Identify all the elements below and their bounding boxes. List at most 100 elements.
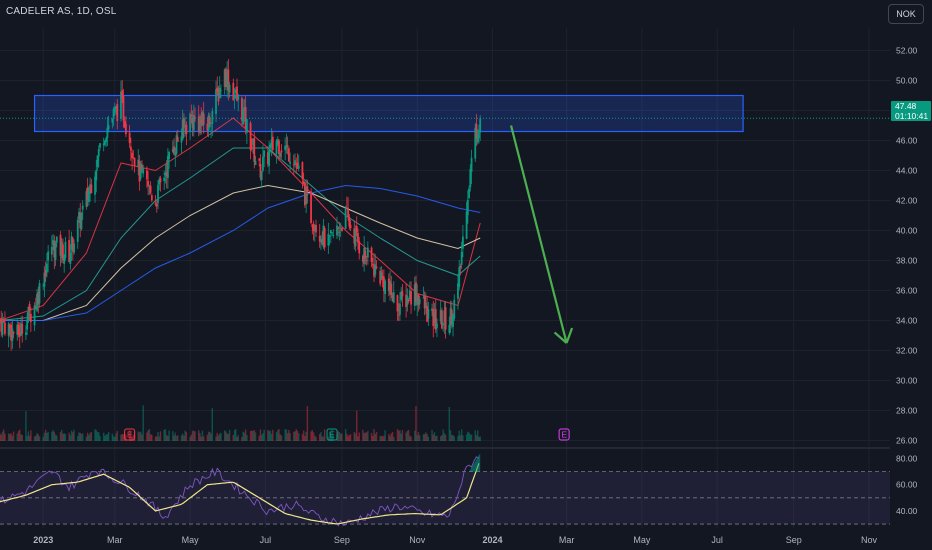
volume-bar (141, 434, 143, 441)
resistance-zone[interactable] (33, 94, 744, 133)
candle-body (441, 310, 443, 329)
volume-bars (0, 405, 481, 441)
volume-bar (296, 430, 299, 441)
candle-body (38, 283, 41, 304)
candle-body (244, 106, 247, 130)
candle-body (452, 315, 454, 327)
candle-body (476, 134, 479, 143)
candle-body (370, 247, 373, 262)
candle-body (262, 156, 264, 171)
candle-body (89, 184, 92, 194)
volume-bar (400, 433, 402, 441)
earnings-marker-label: E (561, 431, 566, 440)
candle-body (408, 290, 411, 300)
volume-bar (77, 435, 79, 441)
candle-body (338, 231, 341, 233)
currency-button[interactable]: NOK (888, 4, 924, 24)
candle-body (155, 203, 158, 207)
volume-bar (337, 431, 339, 441)
candle-body (422, 297, 425, 299)
volume-bar (106, 434, 109, 441)
candle-body (116, 104, 119, 122)
volume-bar (441, 435, 443, 441)
candle-body (29, 313, 32, 322)
volume-bar (223, 430, 226, 441)
time-tick-label: 2023 (33, 535, 53, 545)
candle-body (7, 323, 10, 336)
candle-body (133, 157, 136, 166)
volume-bar (304, 436, 306, 441)
volume-bar (206, 434, 209, 441)
candle-body (46, 263, 48, 273)
volume-bar (165, 434, 168, 441)
volume-bar (20, 434, 22, 441)
candle-body (175, 135, 178, 154)
volume-bar (396, 429, 399, 441)
candle-body (374, 264, 377, 275)
volume-bar (426, 434, 428, 441)
volume-bar (380, 435, 383, 441)
volume-bar (347, 436, 349, 441)
volume-bar (19, 429, 21, 441)
volume-bar (220, 432, 222, 441)
volume-bar (0, 434, 2, 441)
volume-bar (423, 434, 426, 441)
candle-body (434, 308, 437, 330)
candle-body (259, 164, 262, 178)
volume-bar (70, 430, 73, 441)
candle-body (320, 238, 322, 243)
volume-bar (410, 436, 412, 441)
earnings-marker (558, 428, 570, 441)
volume-bar (249, 430, 252, 441)
candle-body (79, 212, 82, 229)
volume-bar (284, 429, 286, 441)
candle-body (183, 118, 185, 127)
volume-bar (302, 430, 305, 441)
volume-bar (189, 436, 191, 441)
volume-bar (391, 431, 394, 441)
volume-bar (390, 433, 393, 441)
candle-body (242, 110, 245, 125)
candle-body (448, 324, 451, 333)
rsi-line (0, 463, 480, 525)
volume-bar (432, 434, 434, 441)
candle-body (296, 162, 299, 169)
candle-body (413, 284, 416, 306)
candle-body (423, 295, 426, 309)
candle-body (226, 72, 229, 88)
volume-bar (312, 432, 315, 441)
volume-bar (163, 429, 165, 441)
volume-bar (156, 436, 158, 441)
volume-bar (94, 429, 96, 441)
rsi-line (0, 456, 480, 527)
candle-body (294, 160, 296, 166)
volume-bar (453, 436, 455, 441)
volume-bar (349, 434, 352, 441)
candle-body (396, 295, 399, 312)
volume-bar (52, 429, 54, 441)
volume-bar (128, 430, 131, 441)
volume-bar (293, 431, 295, 441)
volume-bar (370, 432, 373, 441)
price-tick-label: 52.00 (896, 46, 918, 56)
volume-bar (44, 429, 47, 441)
candle-body (469, 168, 472, 188)
candle-body (417, 294, 420, 306)
arrow-shaft (509, 125, 568, 344)
candle-body (220, 90, 222, 92)
candle-body (64, 241, 67, 258)
projection-arrow[interactable] (509, 125, 574, 344)
volume-bar (149, 434, 152, 441)
volume-bar (207, 431, 210, 441)
last-price-countdown: 01:10:41 (895, 111, 929, 121)
candle-body (80, 212, 83, 230)
volume-bar (388, 433, 390, 441)
volume-bar (353, 432, 355, 441)
time-tick-label: May (182, 535, 200, 545)
volume-bar (451, 434, 453, 441)
volume-bar (114, 436, 116, 441)
volume-bar (436, 435, 438, 441)
rsi-overbought-fill (469, 453, 481, 472)
candle-body (260, 171, 263, 181)
